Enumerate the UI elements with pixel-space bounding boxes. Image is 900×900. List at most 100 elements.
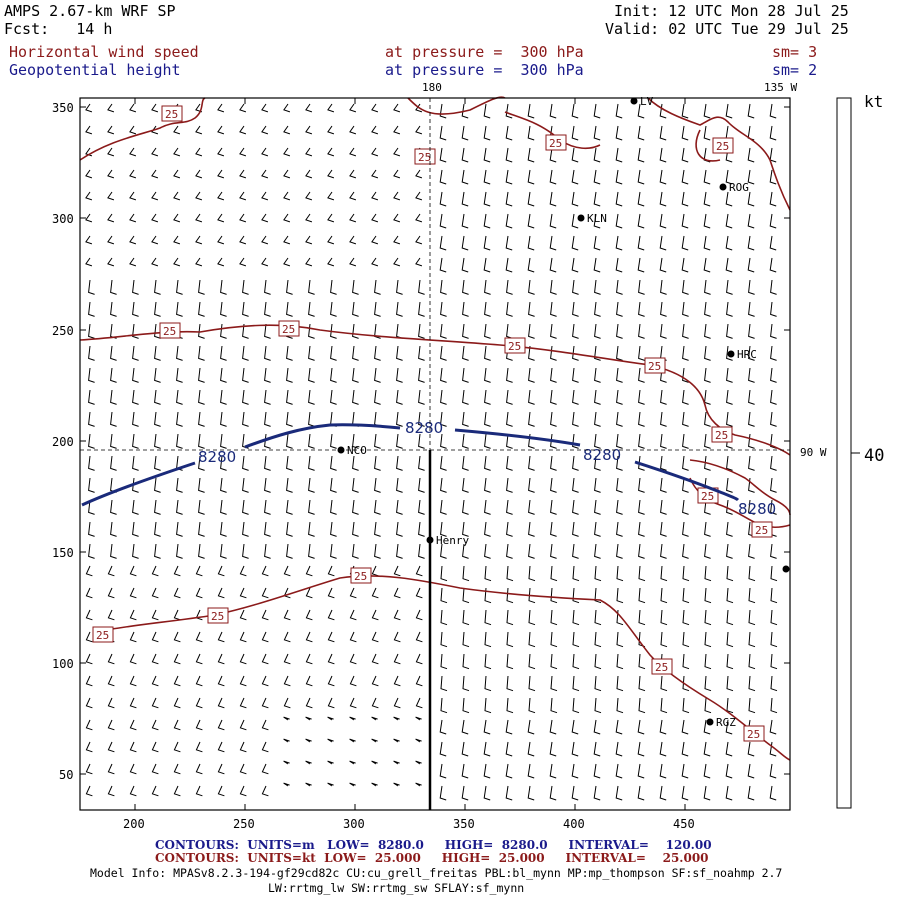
wind-barb bbox=[594, 477, 601, 493]
speed-contour-label: 25 bbox=[92, 626, 114, 643]
wind-barb bbox=[594, 543, 601, 559]
wind-barb bbox=[349, 169, 357, 179]
wind-barb bbox=[418, 323, 425, 339]
wind-barb bbox=[85, 125, 93, 135]
wind-barb bbox=[110, 499, 117, 515]
wind-barb bbox=[506, 697, 514, 714]
wind-barb bbox=[173, 257, 181, 267]
wind-barb bbox=[242, 411, 249, 427]
wind-barb bbox=[615, 147, 623, 163]
wind-barb bbox=[439, 763, 447, 779]
wind-barb bbox=[305, 169, 313, 179]
wind-barb bbox=[726, 499, 733, 515]
wind-barb bbox=[217, 741, 225, 753]
wind-barb bbox=[483, 213, 491, 229]
wind-barb bbox=[264, 521, 271, 537]
wind-barb bbox=[352, 433, 359, 449]
wind-barb bbox=[308, 279, 315, 295]
wind-barb bbox=[330, 521, 337, 537]
wind-barb bbox=[505, 785, 513, 801]
wind-barb bbox=[439, 785, 447, 801]
wind-barb bbox=[330, 389, 337, 405]
wind-barb bbox=[770, 455, 777, 471]
wind-barb bbox=[393, 191, 401, 201]
speed-contour-label: 25 bbox=[697, 487, 719, 504]
wind-barb bbox=[349, 147, 357, 157]
wind-barb bbox=[528, 543, 535, 559]
wind-barb bbox=[132, 279, 139, 295]
wind-barb bbox=[593, 257, 601, 273]
wind-barb bbox=[151, 631, 159, 643]
wind-barb bbox=[726, 697, 734, 714]
wind-barb bbox=[352, 345, 359, 361]
wind-barb bbox=[327, 125, 335, 135]
wind-barb bbox=[660, 631, 668, 648]
speed-contour-labels: 25 25 25 25 25 25 25 25 25 25 25 25 25 25 25 25 bbox=[92, 105, 773, 742]
wind-barb bbox=[527, 191, 535, 207]
wind-barb bbox=[726, 653, 734, 670]
wind-barb bbox=[747, 103, 755, 119]
wind-barb bbox=[616, 389, 623, 405]
wind-barb bbox=[616, 565, 624, 582]
wind-barb bbox=[415, 587, 423, 599]
wind-barb bbox=[283, 716, 290, 721]
wind-barb bbox=[528, 631, 536, 648]
wind-barb bbox=[462, 301, 469, 317]
wind-barb bbox=[217, 565, 225, 577]
svg-text:ROG: ROG bbox=[729, 181, 749, 194]
wind-barb bbox=[176, 433, 183, 449]
wind-barb bbox=[132, 499, 139, 515]
wind-barb bbox=[330, 323, 337, 339]
wind-barb bbox=[264, 499, 271, 515]
wind-barb bbox=[195, 785, 203, 797]
wind-barb bbox=[704, 301, 711, 317]
wind-barb bbox=[88, 279, 95, 295]
wind-barb bbox=[594, 345, 601, 361]
wind-barb bbox=[660, 279, 667, 295]
wind-barb bbox=[528, 587, 536, 604]
wind-barb bbox=[176, 411, 183, 427]
wind-barb bbox=[261, 631, 269, 643]
wind-barb bbox=[352, 499, 359, 515]
wind-barb bbox=[173, 675, 181, 687]
wind-barb bbox=[506, 279, 513, 295]
wind-barb bbox=[396, 367, 403, 383]
wind-barb bbox=[239, 697, 247, 709]
wind-barb bbox=[506, 543, 513, 559]
wind-barb bbox=[107, 697, 115, 709]
wind-barb bbox=[305, 653, 313, 665]
wind-barb bbox=[616, 653, 624, 670]
wind-barb bbox=[550, 631, 558, 648]
wind-barb bbox=[217, 631, 225, 643]
wind-barb bbox=[505, 103, 513, 119]
wind-barb bbox=[305, 760, 312, 765]
wind-barb bbox=[393, 565, 401, 577]
wind-barb bbox=[593, 763, 601, 779]
wind-barb bbox=[770, 433, 777, 449]
wind-barb bbox=[638, 367, 645, 383]
wind-barb bbox=[173, 763, 181, 775]
wind-barb bbox=[461, 213, 469, 229]
wind-barb bbox=[352, 543, 359, 559]
wind-barb bbox=[770, 477, 777, 493]
wind-barb bbox=[550, 587, 558, 604]
wind-barb bbox=[151, 257, 159, 267]
height-contour-label: 8280 bbox=[738, 500, 776, 518]
wind-barb bbox=[371, 147, 379, 157]
wind-barb bbox=[549, 235, 557, 251]
wind-barb bbox=[506, 389, 513, 405]
wind-barb bbox=[173, 719, 181, 731]
wind-barb bbox=[371, 609, 379, 621]
wind-barb bbox=[129, 235, 137, 245]
wind-barb bbox=[176, 521, 183, 537]
wind-barb bbox=[748, 323, 755, 339]
wind-barb bbox=[129, 565, 137, 577]
wind-barb bbox=[393, 587, 401, 599]
wind-barb bbox=[107, 191, 115, 201]
wind-barb bbox=[484, 301, 491, 317]
wind-barb bbox=[173, 697, 181, 709]
wind-barb bbox=[527, 763, 535, 779]
wind-barb bbox=[242, 455, 249, 471]
wind-barb bbox=[615, 763, 623, 779]
wind-barb bbox=[770, 587, 778, 604]
